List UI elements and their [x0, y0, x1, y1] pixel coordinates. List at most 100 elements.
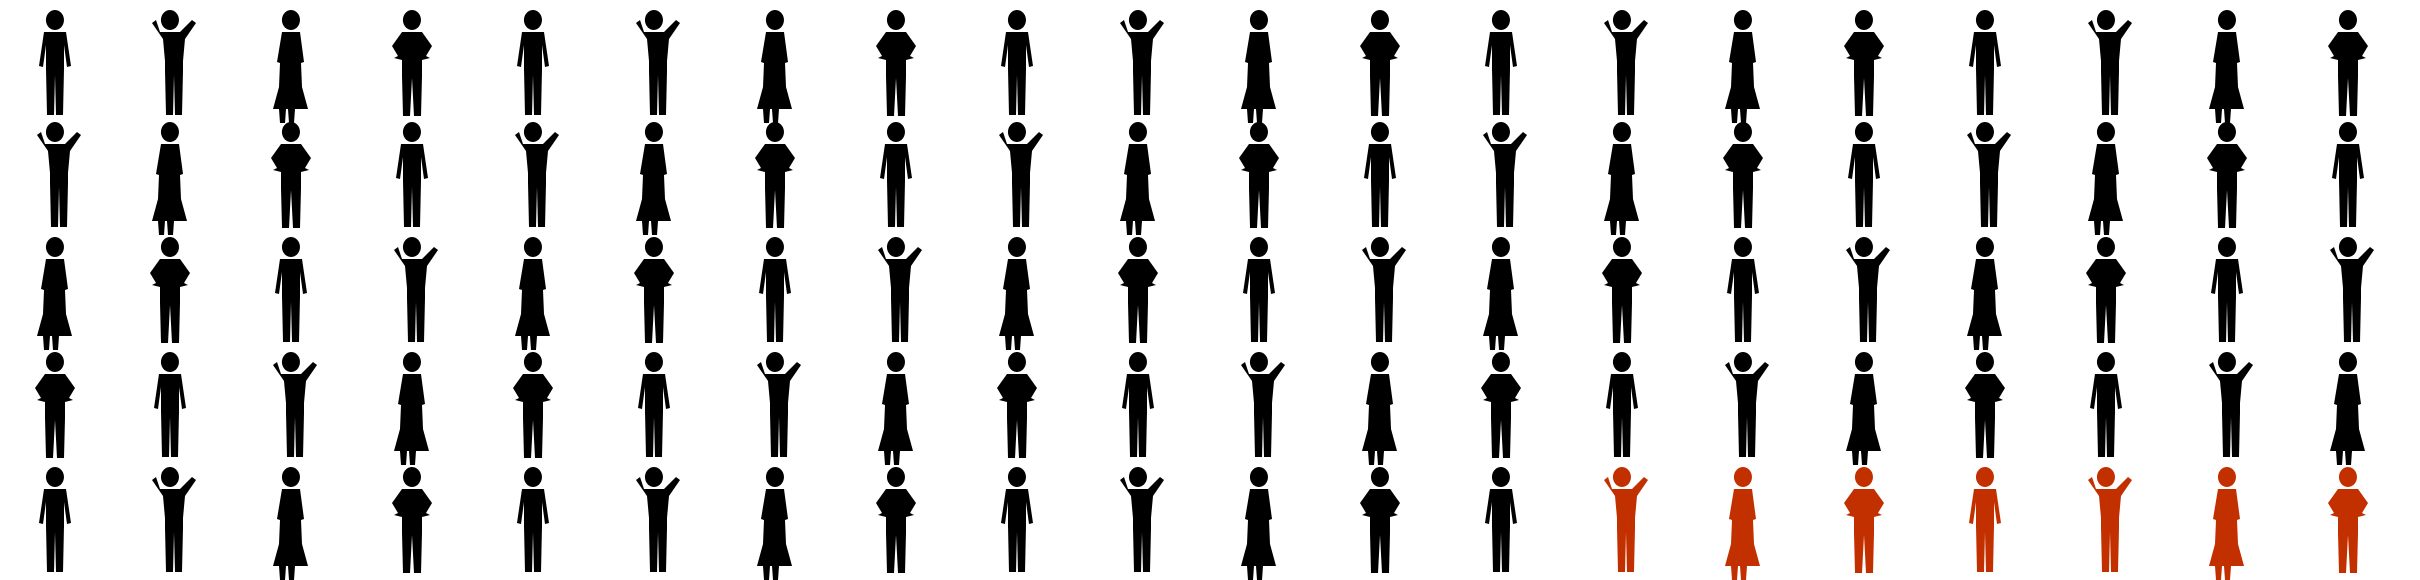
person-icon	[145, 350, 195, 460]
person-icon	[1113, 120, 1163, 235]
person-icon	[508, 120, 559, 230]
person-icon	[145, 8, 196, 118]
person-icon	[387, 350, 437, 465]
person-icon	[1597, 350, 1647, 460]
person-icon	[1718, 350, 1769, 460]
person-silhouette	[1364, 122, 1396, 227]
person-silhouette	[271, 122, 311, 228]
person-silhouette	[1844, 10, 1884, 116]
person-icon	[629, 465, 680, 575]
person-icon	[145, 465, 196, 575]
person-silhouette	[1844, 467, 1884, 573]
person-icon	[1355, 465, 1405, 575]
person-silhouette	[638, 352, 670, 457]
person-icon	[1597, 235, 1647, 345]
person-icon	[266, 8, 316, 123]
person-silhouette	[39, 467, 71, 572]
person-icon	[1718, 8, 1768, 123]
person-icon	[992, 350, 1042, 460]
person-icon	[2202, 235, 2252, 345]
person-silhouette	[1485, 10, 1517, 115]
person-icon	[1113, 465, 1164, 575]
person-silhouette	[1481, 352, 1521, 458]
person-silhouette	[1969, 10, 2001, 115]
person-silhouette	[1362, 352, 1397, 465]
person-icon	[871, 120, 921, 230]
person-icon	[2081, 120, 2131, 235]
person-icon	[30, 8, 80, 118]
person-icon	[750, 235, 800, 345]
person-icon	[750, 350, 801, 460]
person-silhouette	[757, 352, 801, 457]
person-icon	[1839, 350, 1889, 465]
person-silhouette	[37, 237, 72, 350]
person-icon-highlighted	[1718, 465, 1768, 580]
person-silhouette	[878, 352, 913, 465]
person-silhouette	[1241, 10, 1276, 123]
person-icon	[1113, 235, 1163, 345]
person-silhouette	[1604, 10, 1648, 115]
person-silhouette	[2330, 352, 2365, 465]
person-silhouette	[396, 122, 428, 227]
person-silhouette	[1604, 467, 1648, 572]
person-icon	[508, 350, 558, 460]
person-silhouette	[1001, 10, 1033, 115]
person-icon	[1234, 465, 1284, 580]
person-icon	[1476, 8, 1526, 118]
person-silhouette	[1725, 352, 1769, 457]
person-silhouette	[876, 10, 916, 116]
person-icon	[750, 8, 800, 123]
person-icon	[1355, 120, 1405, 230]
person-icon-highlighted	[1960, 465, 2010, 575]
person-icon	[1476, 235, 1526, 350]
person-silhouette	[392, 467, 432, 573]
person-silhouette	[1483, 122, 1527, 227]
person-silhouette	[2088, 10, 2132, 115]
person-icon	[1234, 120, 1284, 230]
person-silhouette	[878, 237, 922, 342]
person-icon	[30, 465, 80, 575]
person-icon	[1839, 120, 1889, 230]
person-silhouette	[152, 10, 196, 115]
person-icon	[1355, 235, 1406, 345]
person-silhouette	[1846, 237, 1890, 342]
person-icon	[992, 8, 1042, 118]
person-icon	[1960, 120, 2011, 230]
person-icon	[871, 8, 921, 118]
person-icon	[1960, 350, 2010, 460]
person-silhouette	[394, 237, 438, 342]
person-icon	[629, 120, 679, 235]
person-silhouette	[2330, 237, 2374, 342]
person-icon	[1113, 350, 1163, 460]
person-icon	[2323, 8, 2373, 118]
person-icon	[387, 235, 438, 345]
person-icon	[2081, 350, 2131, 460]
person-silhouette	[2090, 352, 2122, 457]
person-silhouette	[1967, 237, 2002, 350]
person-silhouette	[392, 10, 432, 116]
person-silhouette	[880, 122, 912, 227]
person-silhouette	[1120, 467, 1164, 572]
person-icon	[1476, 120, 1527, 230]
person-silhouette	[394, 352, 429, 465]
person-icon	[1476, 350, 1526, 460]
person-silhouette	[273, 10, 308, 123]
person-silhouette	[513, 352, 553, 458]
person-silhouette	[1604, 122, 1639, 235]
person-icon	[992, 235, 1042, 350]
person-silhouette	[1602, 237, 1642, 343]
person-silhouette	[273, 467, 308, 580]
person-icon	[2323, 120, 2373, 230]
person-silhouette	[2328, 467, 2368, 573]
person-silhouette	[755, 122, 795, 228]
person-silhouette	[2332, 122, 2364, 227]
person-icon	[992, 120, 1043, 230]
person-silhouette	[1241, 467, 1276, 580]
person-silhouette	[636, 10, 680, 115]
person-silhouette	[154, 352, 186, 457]
person-icon	[750, 120, 800, 230]
person-icon	[508, 235, 558, 350]
person-icon	[629, 8, 680, 118]
person-silhouette	[636, 122, 671, 235]
